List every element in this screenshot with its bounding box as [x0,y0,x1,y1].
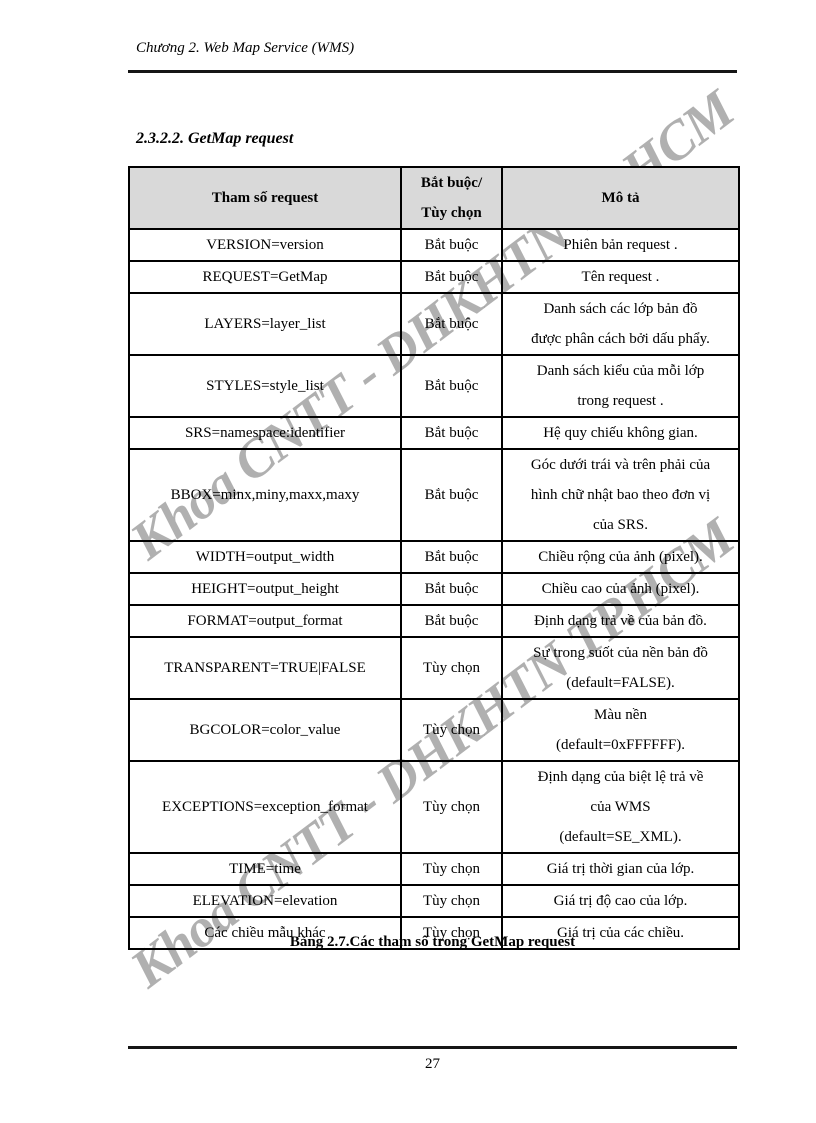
description-cell: Sự trong suốt của nền bản đồ (default=FA… [501,636,740,700]
required-cell: Tùy chọn [400,916,503,950]
description-cell: Định dạng của biệt lệ trả về của WMS (de… [501,760,740,854]
table-row: WIDTH=output_width Bắt buộc Chiều rộng c… [128,540,740,574]
description-cell: Danh sách các lớp bản đồ được phân cách … [501,292,740,356]
description-cell: Màu nền (default=0xFFFFFF). [501,698,740,762]
table-row: HEIGHT=output_height Bắt buộc Chiều cao … [128,572,740,606]
required-cell: Tùy chọn [400,636,503,700]
param-cell: TIME=time [128,852,402,886]
required-cell: Tùy chọn [400,760,503,854]
param-cell: SRS=namespace:identifier [128,416,402,450]
param-cell: WIDTH=output_width [128,540,402,574]
required-cell: Tùy chọn [400,852,503,886]
required-cell: Tùy chọn [400,884,503,918]
table-header-row: Tham số request Bắt buộc/ Tùy chọn Mô tả [128,166,740,230]
required-cell: Bắt buộc [400,260,503,294]
table-row: LAYERS=layer_list Bắt buộc Danh sách các… [128,292,740,356]
header-rule [128,70,737,73]
page-number: 27 [425,1056,440,1072]
param-cell: TRANSPARENT=TRUE|FALSE [128,636,402,700]
table-row: Các chiều mẫu khác Tùy chọn Giá trị của … [128,916,740,950]
table-row: REQUEST=GetMap Bắt buộc Tên request . [128,260,740,294]
table-body: VERSION=version Bắt buộc Phiên bản reque… [128,228,740,950]
table-row: STYLES=style_list Bắt buộc Danh sách kiể… [128,354,740,418]
param-cell: Các chiều mẫu khác [128,916,402,950]
required-cell: Bắt buộc [400,572,503,606]
footer-rule [128,1046,737,1049]
column-header-required: Bắt buộc/ Tùy chọn [400,166,503,230]
param-cell: BBOX=minx,miny,maxx,maxy [128,448,402,542]
getmap-parameters-table: Tham số request Bắt buộc/ Tùy chọn Mô tả… [128,166,740,950]
table-row: TIME=time Tùy chọn Giá trị thời gian của… [128,852,740,886]
table-row: ELEVATION=elevation Tùy chọn Giá trị độ … [128,884,740,918]
description-cell: Phiên bản request . [501,228,740,262]
table-row: TRANSPARENT=TRUE|FALSE Tùy chọn Sự trong… [128,636,740,700]
table-row: BBOX=minx,miny,maxx,maxy Bắt buộc Góc dư… [128,448,740,542]
required-cell: Bắt buộc [400,416,503,450]
description-cell: Định dạng trả về của bản đồ. [501,604,740,638]
table-row: EXCEPTIONS=exception_format Tùy chọn Địn… [128,760,740,854]
param-cell: BGCOLOR=color_value [128,698,402,762]
table-row: FORMAT=output_format Bắt buộc Định dạng … [128,604,740,638]
table-caption: Bảng 2.7.Các tham số trong GetMap reques… [289,934,576,950]
running-header: Chương 2. Web Map Service (WMS) [136,40,355,56]
param-cell: FORMAT=output_format [128,604,402,638]
required-cell: Bắt buộc [400,448,503,542]
description-cell: Danh sách kiểu của mỗi lớp trong request… [501,354,740,418]
table-row: VERSION=version Bắt buộc Phiên bản reque… [128,228,740,262]
column-header-description: Mô tả [501,166,740,230]
description-cell: Hệ quy chiếu không gian. [501,416,740,450]
table-row: BGCOLOR=color_value Tùy chọn Màu nền (de… [128,698,740,762]
param-cell: ELEVATION=elevation [128,884,402,918]
table-row: SRS=namespace:identifier Bắt buộc Hệ quy… [128,416,740,450]
description-cell: Tên request . [501,260,740,294]
description-cell: Chiều rộng của ảnh (pixel). [501,540,740,574]
required-cell: Bắt buộc [400,540,503,574]
required-cell: Tùy chọn [400,698,503,762]
param-cell: LAYERS=layer_list [128,292,402,356]
required-cell: Bắt buộc [400,292,503,356]
param-cell: REQUEST=GetMap [128,260,402,294]
param-cell: EXCEPTIONS=exception_format [128,760,402,854]
param-cell: HEIGHT=output_height [128,572,402,606]
description-cell: Giá trị của các chiều. [501,916,740,950]
param-cell: VERSION=version [128,228,402,262]
description-cell: Góc dưới trái và trên phải của hình chữ … [501,448,740,542]
description-cell: Giá trị thời gian của lớp. [501,852,740,886]
required-cell: Bắt buộc [400,604,503,638]
column-header-param: Tham số request [128,166,402,230]
required-cell: Bắt buộc [400,354,503,418]
section-heading: 2.3.2.2. GetMap request [136,130,294,147]
description-cell: Chiều cao của ảnh (pixel). [501,572,740,606]
description-cell: Giá trị độ cao của lớp. [501,884,740,918]
param-cell: STYLES=style_list [128,354,402,418]
required-cell: Bắt buộc [400,228,503,262]
